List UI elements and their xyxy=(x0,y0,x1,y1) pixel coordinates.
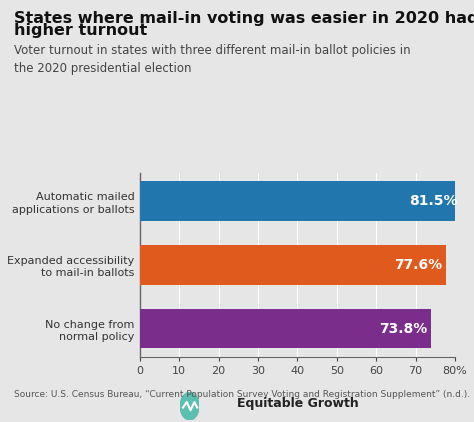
Bar xyxy=(140,181,461,221)
Bar xyxy=(140,309,430,348)
Text: higher turnout: higher turnout xyxy=(14,23,147,38)
Bar xyxy=(140,245,446,284)
Text: Voter turnout in states with three different mail-in ballot policies in
the 2020: Voter turnout in states with three diffe… xyxy=(14,44,411,75)
Text: 81.5%: 81.5% xyxy=(409,194,458,208)
Circle shape xyxy=(180,392,199,420)
Text: 73.8%: 73.8% xyxy=(379,322,428,335)
Text: States where mail-in voting was easier in 2020 had: States where mail-in voting was easier i… xyxy=(14,11,474,26)
Text: 77.6%: 77.6% xyxy=(394,258,442,272)
Text: Source: U.S. Census Bureau, “Current Population Survey Voting and Registration S: Source: U.S. Census Bureau, “Current Pop… xyxy=(14,390,470,399)
Text: Equitable Growth: Equitable Growth xyxy=(237,397,359,410)
